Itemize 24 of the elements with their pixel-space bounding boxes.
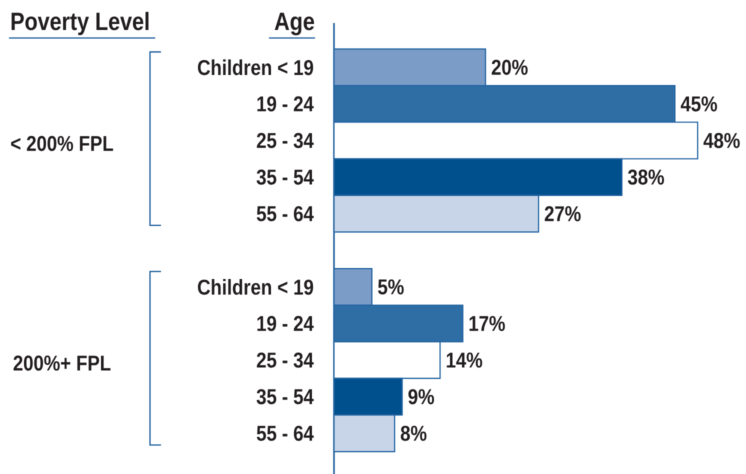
- y-tick-label: 35 - 54: [256, 389, 314, 404]
- y-tick-label: Children < 19: [198, 59, 314, 76]
- data-label: 20%: [492, 60, 528, 75]
- y-tick-label: 19 - 24: [257, 316, 314, 332]
- data-label: 27%: [544, 206, 581, 222]
- y-axis-title: Age: [274, 12, 314, 36]
- y-tick-label: 25 - 34: [256, 132, 314, 148]
- y-tick-label: 55 - 64: [256, 426, 314, 441]
- y-tick-label: 19 - 24: [257, 96, 314, 112]
- y-tick-label: Children < 19: [198, 279, 314, 295]
- data-label: 9%: [408, 389, 434, 404]
- text: Poverty Level: [12, 12, 148, 36]
- y-tick-label: 35 - 54: [256, 169, 314, 185]
- data-label: 17%: [470, 316, 505, 332]
- data-label: 48%: [704, 132, 740, 148]
- data-label: 8%: [400, 426, 426, 441]
- data-label: 5%: [378, 279, 404, 294]
- y-tick-label: 25 - 34: [256, 352, 314, 368]
- text: 200%+ FPL: [14, 355, 110, 371]
- y-tick-label: 55 - 64: [256, 206, 314, 222]
- text: < 200% FPL: [11, 136, 114, 152]
- data-label: 45%: [680, 96, 718, 112]
- data-label: 14%: [446, 352, 482, 368]
- data-label: 38%: [628, 169, 664, 185]
